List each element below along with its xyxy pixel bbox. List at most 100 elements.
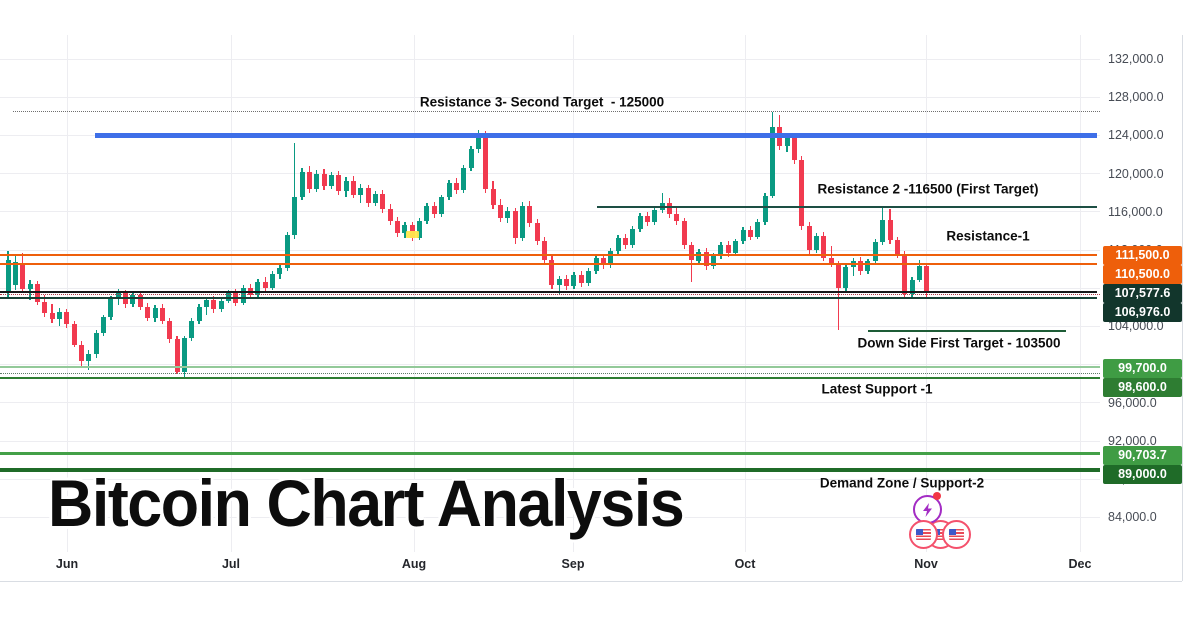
candle-body	[42, 301, 48, 314]
candle-body	[101, 316, 107, 334]
candle-body	[674, 213, 680, 222]
h-gridline	[0, 478, 1100, 480]
candle-body	[365, 187, 371, 204]
price-level-badge: 98,600.0	[1103, 378, 1182, 397]
candle-body	[468, 148, 474, 168]
candle-body	[453, 183, 459, 190]
candle-body	[20, 265, 26, 290]
candle-body	[916, 266, 922, 280]
candle-body	[644, 215, 650, 223]
price-level-badge: 110,500.0	[1103, 265, 1182, 284]
level-line-resistance-2-116500	[597, 206, 1097, 209]
candle-body	[490, 188, 496, 206]
candle-body	[556, 278, 562, 286]
candle-body	[843, 267, 849, 289]
candle-body	[196, 307, 202, 321]
candle-body	[814, 235, 819, 250]
candle-body	[417, 221, 423, 238]
candle-body	[711, 255, 717, 267]
candle-body	[622, 237, 628, 246]
candle-body	[284, 234, 290, 269]
candle-body	[446, 183, 452, 198]
level-line-downside-103500	[868, 330, 1066, 333]
h-gridline	[0, 96, 1100, 98]
candle-body	[909, 279, 915, 294]
month-label: Jul	[221, 557, 241, 571]
candle-wick	[29, 279, 31, 300]
candle-body	[358, 187, 364, 195]
candle-body	[475, 136, 481, 149]
candle-body	[262, 281, 268, 289]
candle-body	[380, 193, 386, 209]
level-line-dotted-99000	[0, 373, 1100, 375]
candle-body	[483, 136, 489, 189]
candle-body	[630, 228, 636, 246]
h-gridline	[0, 364, 1100, 366]
price-axis-label: 132,000.0	[1108, 52, 1164, 66]
price-axis-label: 120,000.0	[1108, 166, 1164, 181]
candle-body	[902, 253, 908, 294]
candle-body	[571, 274, 577, 287]
candle-wick	[558, 275, 560, 295]
month-label: Oct	[734, 557, 756, 571]
price-level-badge: 106,976.0	[1103, 303, 1182, 322]
candle-body	[799, 160, 805, 227]
price-axis-label: 84,000.0	[1108, 510, 1157, 525]
price-level-badge: 99,700.0	[1103, 359, 1182, 378]
candle-body	[681, 221, 687, 246]
candle-body	[328, 174, 334, 186]
us-flag	[949, 529, 964, 540]
candle-body	[527, 206, 533, 224]
us-flag-coin-icon	[942, 520, 971, 549]
candle-body	[240, 288, 246, 303]
candle-body	[306, 171, 312, 189]
us-flag	[916, 529, 931, 540]
candle-body	[740, 229, 746, 242]
candle-body	[159, 308, 165, 321]
candle-body	[828, 257, 834, 264]
candle-body	[115, 292, 121, 298]
candle-body	[821, 235, 827, 258]
candle-body	[872, 242, 878, 262]
candle-body	[402, 225, 408, 233]
month-label: Nov	[914, 557, 938, 571]
candle-body	[431, 206, 437, 214]
candle-body	[689, 245, 695, 261]
candle-body	[93, 333, 99, 355]
candle-body	[255, 281, 261, 295]
candle-body	[733, 241, 739, 253]
price-axis-label: 104,000.0	[1108, 319, 1164, 334]
annotation-demand-zone: Demand Zone / Support-2	[819, 475, 985, 491]
candle-body	[387, 208, 393, 222]
candle-body	[130, 294, 136, 305]
candle-body	[424, 206, 430, 222]
level-line-support-89000	[0, 467, 1100, 472]
price-level-badge: 111,500.0	[1103, 246, 1182, 265]
candle-body	[520, 206, 525, 238]
candle-body	[637, 215, 643, 229]
annotation-resistance-1: Resistance-1	[946, 228, 1030, 244]
candle-body	[512, 210, 518, 238]
candle-body	[542, 241, 548, 260]
candle-body	[718, 245, 724, 256]
candle-wick	[830, 246, 832, 268]
candle-body	[218, 300, 224, 310]
candle-body	[27, 284, 33, 290]
candle-body	[108, 297, 114, 317]
h-gridline	[0, 325, 1100, 327]
price-axis-label: 92,000.0	[1108, 434, 1157, 448]
price-axis-border	[1182, 35, 1183, 581]
candle-body	[343, 181, 349, 191]
candle-body	[924, 266, 930, 293]
level-line-support-99700	[0, 366, 1100, 369]
candle-body	[578, 274, 584, 284]
candle-body	[887, 220, 893, 241]
candle-body	[725, 245, 731, 253]
candle-body	[615, 237, 621, 251]
candle-body	[439, 197, 445, 214]
month-label: Jun	[55, 557, 79, 571]
